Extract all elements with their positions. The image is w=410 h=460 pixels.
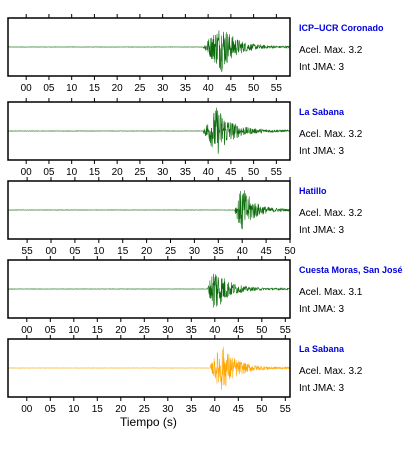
tick-label: 30 xyxy=(157,83,169,94)
tick-label: 55 xyxy=(22,246,34,257)
tick-label: 45 xyxy=(261,246,273,257)
tick-label: 45 xyxy=(233,325,245,336)
panel-2: 00 05 10 15 20 25 30 35 40 45 50 55 xyxy=(7,98,291,178)
tick-label: 30 xyxy=(157,167,169,178)
tick-label: 15 xyxy=(117,246,129,257)
tick-label: 40 xyxy=(209,404,221,415)
tick-label: 10 xyxy=(66,83,78,94)
tick-label: 50 xyxy=(284,246,296,257)
tick-label: 05 xyxy=(69,246,81,257)
tick-label: 50 xyxy=(256,325,268,336)
trace-line xyxy=(7,347,290,391)
jma-intensity-label: Int JMA: 3 xyxy=(299,146,345,157)
tick-label: 25 xyxy=(134,83,146,94)
panel-4: 00 05 10 15 20 25 30 35 40 45 50 55 xyxy=(7,256,292,336)
tick-label: 40 xyxy=(209,325,221,336)
tick-label: 50 xyxy=(256,404,268,415)
tick-label: 20 xyxy=(115,404,127,415)
trace-line xyxy=(7,190,291,230)
jma-intensity-label: Int JMA: 3 xyxy=(299,62,345,73)
tick-label: 50 xyxy=(248,83,260,94)
tick-label: 55 xyxy=(271,167,283,178)
trace-line xyxy=(7,273,290,308)
station-name: La Sabana xyxy=(299,344,345,354)
tick-label: 35 xyxy=(213,246,225,257)
tick-label: 25 xyxy=(134,167,146,178)
jma-intensity-label: Int JMA: 3 xyxy=(299,304,345,315)
tick-label: 25 xyxy=(139,325,151,336)
max-acceleration-label: Acel. Max. 3.2 xyxy=(299,45,363,56)
panel-frame xyxy=(7,101,291,161)
tick-label: 15 xyxy=(89,83,101,94)
tick-label: 55 xyxy=(280,404,292,415)
tick-label: 55 xyxy=(280,325,292,336)
max-acceleration-label: Acel. Max. 3.2 xyxy=(299,366,363,377)
tick-label: 10 xyxy=(93,246,105,257)
station-name: ICP–UCR Coronado xyxy=(299,23,384,33)
tick-label: 10 xyxy=(68,325,80,336)
tick-label: 05 xyxy=(43,83,55,94)
jma-intensity-label: Int JMA: 3 xyxy=(299,225,345,236)
tick-label: 55 xyxy=(271,83,283,94)
tick-label: 35 xyxy=(180,167,192,178)
panel-frame xyxy=(7,180,291,240)
tick-label: 25 xyxy=(139,404,151,415)
tick-label: 15 xyxy=(92,404,104,415)
tick-label: 15 xyxy=(92,325,104,336)
station-name: Cuesta Moras, San José xyxy=(299,265,403,275)
tick-label: 05 xyxy=(45,404,57,415)
tick-label: 30 xyxy=(162,404,174,415)
trace-line xyxy=(7,107,291,154)
station-name: La Sabana xyxy=(299,107,345,117)
panel-frame xyxy=(7,338,291,398)
max-acceleration-label: Acel. Max. 3.1 xyxy=(299,287,363,298)
tick-label: 20 xyxy=(112,83,124,94)
tick-label: 45 xyxy=(225,167,237,178)
tick-label: 35 xyxy=(186,404,198,415)
tick-label: 05 xyxy=(43,167,55,178)
tick-label: 30 xyxy=(162,325,174,336)
tick-label: 30 xyxy=(189,246,201,257)
tick-label: 35 xyxy=(186,325,198,336)
tick-label: 45 xyxy=(233,404,245,415)
tick-label: 50 xyxy=(248,167,260,178)
tick-label: 20 xyxy=(112,167,124,178)
trace-line xyxy=(7,30,291,73)
max-acceleration-label: Acel. Max. 3.2 xyxy=(299,129,363,140)
tick-label: 20 xyxy=(115,325,127,336)
tick-label: 00 xyxy=(21,167,33,178)
tick-label: 05 xyxy=(45,325,57,336)
tick-label: 45 xyxy=(225,83,237,94)
max-acceleration-label: Acel. Max. 3.2 xyxy=(299,208,363,219)
tick-label: 25 xyxy=(165,246,177,257)
tick-label: 40 xyxy=(203,167,215,178)
panel-frame xyxy=(7,259,291,319)
tick-label: 35 xyxy=(180,83,192,94)
tick-label: 40 xyxy=(237,246,249,257)
tick-label: 00 xyxy=(21,325,33,336)
station-name: Hatillo xyxy=(299,186,327,196)
jma-intensity-label: Int JMA: 3 xyxy=(299,383,345,394)
panel-frame xyxy=(7,17,291,77)
tick-label: 00 xyxy=(21,404,33,415)
tick-label: 15 xyxy=(89,167,101,178)
tick-label: 00 xyxy=(21,83,33,94)
panel-1: 00 05 10 15 20 25 30 35 40 45 50 55 xyxy=(7,14,291,94)
tick-label: 00 xyxy=(45,246,57,257)
tick-label: 10 xyxy=(68,404,80,415)
tick-label: 10 xyxy=(66,167,78,178)
x-axis-label: Tiempo (s) xyxy=(120,415,177,429)
tick-label: 20 xyxy=(141,246,153,257)
tick-label: 40 xyxy=(203,83,215,94)
panel-5: 00 05 10 15 20 25 30 35 40 45 50 55 xyxy=(7,335,292,415)
panel-3: 55 00 05 10 15 20 25 30 35 40 45 50 xyxy=(7,177,296,257)
